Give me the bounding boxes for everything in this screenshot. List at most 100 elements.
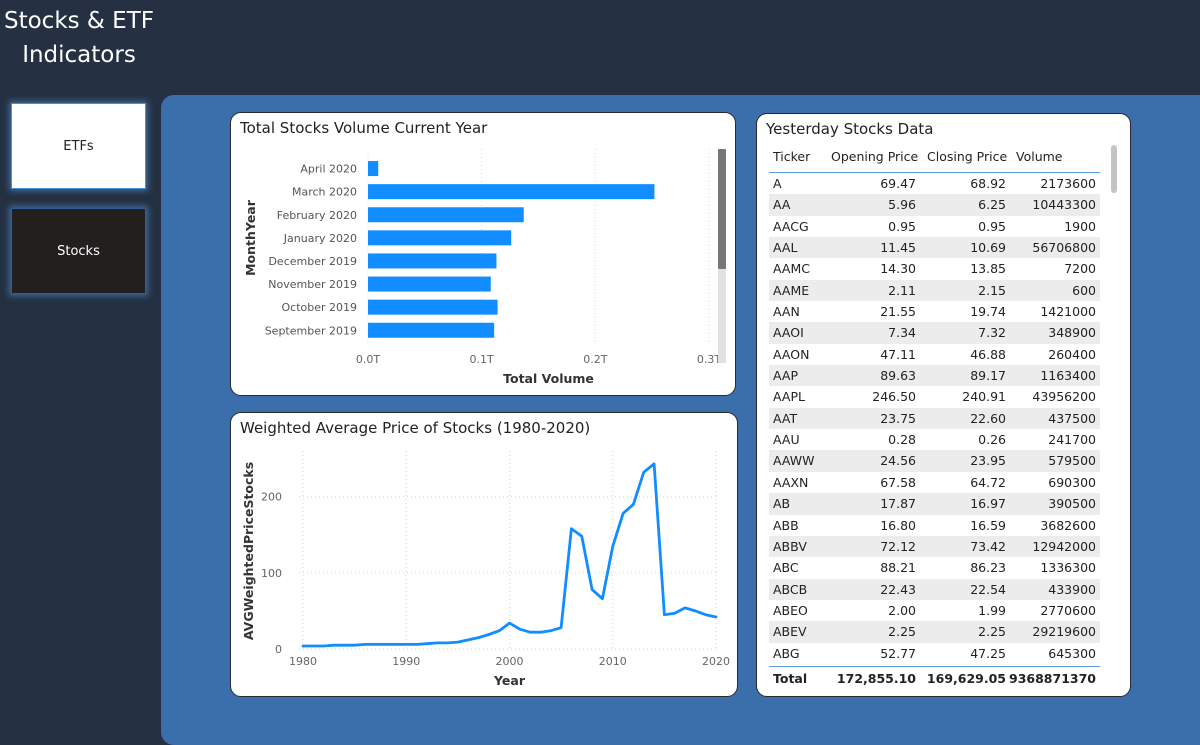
table-row[interactable]: AAT 23.75 22.60 437500 (769, 407, 1100, 430)
cell-volume: 3682600 (1040, 517, 1096, 533)
price-series-line[interactable] (301, 462, 718, 648)
header-ticker[interactable]: Ticker (773, 149, 811, 164)
table-row[interactable]: ABG 52.77 47.25 645300 (769, 643, 1100, 664)
price-chart-title: Weighted Average Price of Stocks (1980-2… (240, 419, 591, 437)
volume-bar[interactable] (368, 322, 495, 338)
volume-bar[interactable] (368, 207, 524, 223)
cell-ticker: AAPL (773, 389, 805, 405)
cell-volume: 390500 (1048, 496, 1096, 512)
cell-closing-price: 19.74 (970, 304, 1006, 320)
cell-ticker: AAXN (773, 474, 809, 490)
table-row[interactable]: AAL 11.45 10.69 56706800 (769, 237, 1100, 259)
cell-closing-price: 86.23 (970, 560, 1006, 576)
app-title-line2: Indicators (22, 42, 136, 68)
volume-bar[interactable] (368, 230, 512, 246)
table-row[interactable]: AAXN 67.58 64.72 690300 (769, 472, 1100, 493)
y-axis-title: AVGWeightedPriceStocks (241, 462, 256, 640)
y-category-label: December 2019 (268, 255, 357, 268)
cell-ticker: AAWW (773, 453, 815, 469)
header-volume[interactable]: Volume (1016, 149, 1063, 164)
cell-ticker: ABB (773, 517, 799, 533)
cell-opening-price: 2.11 (888, 282, 916, 298)
cell-closing-price: 6.25 (978, 197, 1006, 213)
cell-opening-price: 246.50 (872, 389, 916, 405)
cell-volume: 2770600 (1040, 602, 1096, 618)
table-row[interactable]: AAPL 246.50 240.91 43956200 (769, 386, 1100, 407)
table-row[interactable]: AAME 2.11 2.15 600 (769, 279, 1100, 302)
cell-volume: 12942000 (1032, 538, 1096, 554)
cell-ticker: ABC (773, 560, 799, 576)
cell-opening-price: 67.58 (880, 474, 916, 490)
cell-opening-price: 7.34 (888, 325, 916, 341)
cell-ticker: AA (773, 197, 791, 213)
cell-opening-price: 23.75 (880, 410, 916, 426)
table-row[interactable]: AAON 47.11 46.88 260400 (769, 344, 1100, 365)
cell-ticker: ABBV (773, 538, 807, 554)
app-title-line1: Stocks & ETF (3, 8, 154, 34)
cell-opening-price: 88.21 (880, 560, 916, 576)
table-row[interactable]: AAOI 7.34 7.32 348900 (769, 322, 1100, 344)
cell-ticker: ABEO (773, 602, 808, 618)
cell-volume: 43956200 (1032, 389, 1096, 405)
stocks-nav-label: Stocks (57, 243, 100, 259)
table-row[interactable]: ABEV 2.25 2.25 29219600 (769, 621, 1100, 643)
table-row[interactable]: AAWW 24.56 23.95 579500 (769, 450, 1100, 472)
stocks-nav-button[interactable]: Stocks (11, 208, 146, 294)
cell-ticker: AAL (773, 240, 798, 256)
table-row[interactable]: ABEO 2.00 1.99 2770600 (769, 600, 1100, 621)
cell-closing-price: 240.91 (962, 389, 1006, 405)
etfs-nav-button[interactable]: ETFs (11, 103, 146, 189)
volume-bar[interactable] (368, 184, 655, 200)
cell-volume: 645300 (1048, 645, 1096, 661)
cell-volume: 600 (1072, 282, 1096, 298)
volume-bar[interactable] (368, 276, 491, 292)
table-row[interactable]: AAU 0.28 0.26 241700 (769, 429, 1100, 450)
cell-opening-price: 24.56 (880, 453, 916, 469)
x-tick-label: 0.0T (356, 353, 380, 366)
y-category-label: September 2019 (265, 324, 357, 337)
y-tick-label: 100 (261, 567, 282, 580)
cell-ticker: AAME (773, 282, 810, 298)
cell-opening-price: 14.30 (880, 261, 916, 277)
x-tick-label: 0.2T (583, 353, 607, 366)
y-category-label: October 2019 (281, 301, 357, 314)
table-row[interactable]: AAN 21.55 19.74 1421000 (769, 301, 1100, 322)
cell-opening-price: 16.80 (880, 517, 916, 533)
cell-opening-price: 22.43 (880, 581, 916, 597)
price-chart-card: Weighted Average Price of Stocks (1980-2… (230, 412, 738, 697)
table-row[interactable]: AACG 0.95 0.95 1900 (769, 216, 1100, 237)
x-tick-label: 1980 (289, 655, 317, 668)
cell-ticker: AAMC (773, 261, 810, 277)
cell-closing-price: 2.25 (978, 624, 1006, 640)
cell-closing-price: 2.15 (978, 282, 1006, 298)
table-row[interactable]: ABCB 22.43 22.54 433900 (769, 578, 1100, 600)
table-row[interactable]: AAMC 14.30 13.85 7200 (769, 258, 1100, 279)
table-row[interactable]: ABC 88.21 86.23 1336300 (769, 557, 1100, 578)
table-row[interactable]: A 69.47 68.92 2173600 (769, 173, 1100, 194)
volume-bar[interactable] (368, 161, 379, 177)
table-row[interactable]: AA 5.96 6.25 10443300 (769, 194, 1100, 216)
table-scrollbar[interactable] (1111, 145, 1117, 193)
table-row[interactable]: ABB 16.80 16.59 3682600 (769, 515, 1100, 536)
volume-bar[interactable] (368, 253, 497, 269)
y-category-label: March 2020 (292, 186, 357, 199)
table-row[interactable]: AAP 89.63 89.17 1163400 (769, 365, 1100, 387)
volume-chart-title: Total Stocks Volume Current Year (240, 119, 488, 137)
volume-bar-chart: 0.0T 0.1T 0.2T 0.3T April 2020 March 2020 Febr… (243, 149, 726, 386)
cell-closing-price: 16.97 (970, 496, 1006, 512)
x-tick-label: 2000 (496, 655, 524, 668)
header-opening-price[interactable]: Opening Price (831, 149, 919, 164)
table-row[interactable]: ABBV 72.12 73.42 12942000 (769, 535, 1100, 558)
cell-opening-price: 21.55 (880, 304, 916, 320)
cell-closing-price: 46.88 (970, 346, 1006, 362)
cell-opening-price: 47.11 (880, 346, 916, 362)
chart-scrollbar-thumb[interactable] (718, 149, 726, 269)
table-row[interactable]: AB 17.87 16.97 390500 (769, 493, 1100, 515)
volume-bar[interactable] (368, 299, 498, 315)
cell-closing-price: 0.26 (978, 432, 1006, 448)
cell-closing-price: 16.59 (970, 517, 1006, 533)
cell-volume: 7200 (1064, 261, 1096, 277)
cell-closing-price: 13.85 (970, 261, 1006, 277)
cell-volume: 56706800 (1032, 240, 1096, 256)
header-closing-price[interactable]: Closing Price (927, 149, 1008, 164)
